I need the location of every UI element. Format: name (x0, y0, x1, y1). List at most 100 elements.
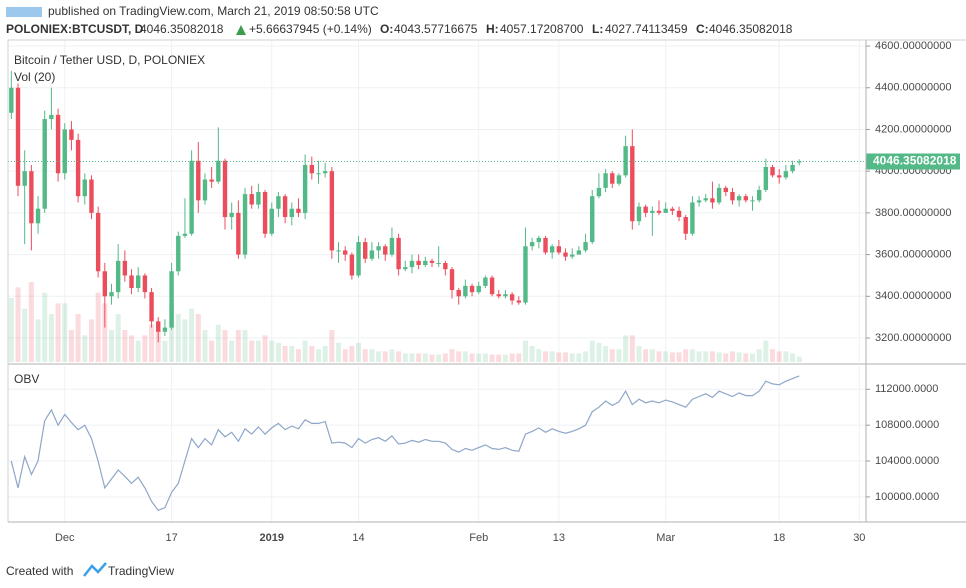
y-tick-label: 108000.0000 (875, 419, 939, 431)
candle-body (22, 171, 27, 186)
candle-body (29, 171, 34, 224)
volume-bar (302, 340, 308, 362)
candle-body (62, 129, 67, 174)
candle-body (282, 196, 288, 218)
y-tick-label: 112000.0000 (875, 383, 938, 395)
candle-body (503, 294, 508, 297)
volume-bar (616, 349, 622, 362)
volume-bar (723, 353, 729, 362)
volume-bar (770, 349, 776, 362)
volume-bar (576, 353, 582, 362)
candle-body (776, 175, 782, 178)
candle-body (770, 167, 775, 176)
volume-bar (376, 351, 382, 362)
volume-bar (649, 349, 655, 362)
volume-bar (422, 353, 428, 362)
candle-body (209, 179, 214, 182)
candle-body (716, 187, 722, 203)
volume-bar (763, 340, 769, 362)
volume-bar (442, 353, 448, 362)
y-tick-label: 3400.00000000 (875, 290, 951, 302)
candle-body (529, 242, 535, 247)
candle-body (156, 321, 161, 332)
volume-bar (409, 353, 415, 362)
candle-body (743, 196, 749, 201)
volume-bar (469, 353, 475, 362)
volume-bar (796, 356, 802, 362)
volume-bar (449, 349, 455, 362)
candle-body (363, 242, 368, 259)
candle-body (109, 292, 114, 297)
ohlc-label: H: (486, 22, 499, 36)
y-tick-label: 3200.00000000 (875, 332, 951, 344)
candle-body (763, 167, 769, 190)
candle-body (643, 206, 648, 213)
ohlc-value: 4043.57716675 (394, 22, 478, 36)
volume-bar (729, 351, 735, 362)
candle-body (49, 114, 54, 120)
volume-bar (68, 330, 74, 362)
candle-body (610, 173, 615, 184)
candle-body (423, 260, 428, 266)
candle-body (369, 250, 375, 259)
candle-body (483, 277, 488, 286)
published-note: published on TradingView.com, March 21, … (48, 4, 379, 18)
volume-bar (776, 351, 782, 362)
candle-body (576, 250, 582, 255)
candle-body (389, 237, 395, 255)
volume-bar (522, 340, 528, 362)
candle-body (229, 212, 234, 218)
candle-body (383, 246, 388, 255)
publish-icon (6, 7, 42, 17)
candle-body (403, 267, 408, 270)
candle-body (723, 187, 728, 193)
volume-bar (229, 340, 235, 362)
candle-body (509, 294, 515, 301)
candle-body (176, 235, 181, 272)
candle-body (55, 114, 61, 174)
candle-body (95, 212, 101, 272)
candle-body (189, 160, 194, 234)
candle-body (336, 250, 341, 252)
candle-body (302, 164, 308, 213)
y-tick-label: 3600.00000000 (875, 249, 951, 261)
chart-title: Bitcoin / Tether USD, D, POLONIEX (14, 53, 205, 67)
candle-body (149, 292, 154, 322)
volume-bar (583, 351, 589, 362)
candle-body (102, 271, 108, 297)
candle-body (556, 246, 562, 253)
candle-body (596, 187, 602, 197)
up-arrow (236, 25, 246, 35)
volume-bar (162, 340, 168, 362)
candle-body (436, 262, 441, 264)
candle-body (583, 242, 588, 251)
candle-body (443, 262, 448, 270)
volume-bar (556, 352, 562, 362)
footer-brand[interactable]: TradingView (108, 564, 174, 578)
volume-bar (696, 351, 702, 362)
volume-bar (636, 346, 642, 362)
candle-body (570, 254, 575, 257)
candle-body (523, 246, 528, 303)
volume-bar (563, 352, 569, 362)
x-tick-label: 14 (352, 532, 364, 544)
volume-bar (596, 342, 602, 362)
volume-bar (389, 349, 395, 362)
volume-bar (182, 319, 188, 362)
candle-body (476, 285, 481, 293)
ohlc-label: C: (696, 22, 709, 36)
y-tick-label: 100000.0000 (875, 491, 939, 503)
candle-body (603, 173, 608, 188)
candle-body (249, 194, 254, 205)
volume-bar (155, 330, 161, 362)
candle-body (136, 275, 141, 288)
volume-bar (369, 349, 375, 362)
volume-bar (115, 314, 121, 362)
candle-body (409, 260, 415, 268)
volume-bar (209, 340, 215, 362)
candle-body (182, 233, 188, 236)
volume-bar (456, 351, 462, 362)
volume-bar (509, 353, 515, 362)
volume-bar (42, 292, 48, 362)
